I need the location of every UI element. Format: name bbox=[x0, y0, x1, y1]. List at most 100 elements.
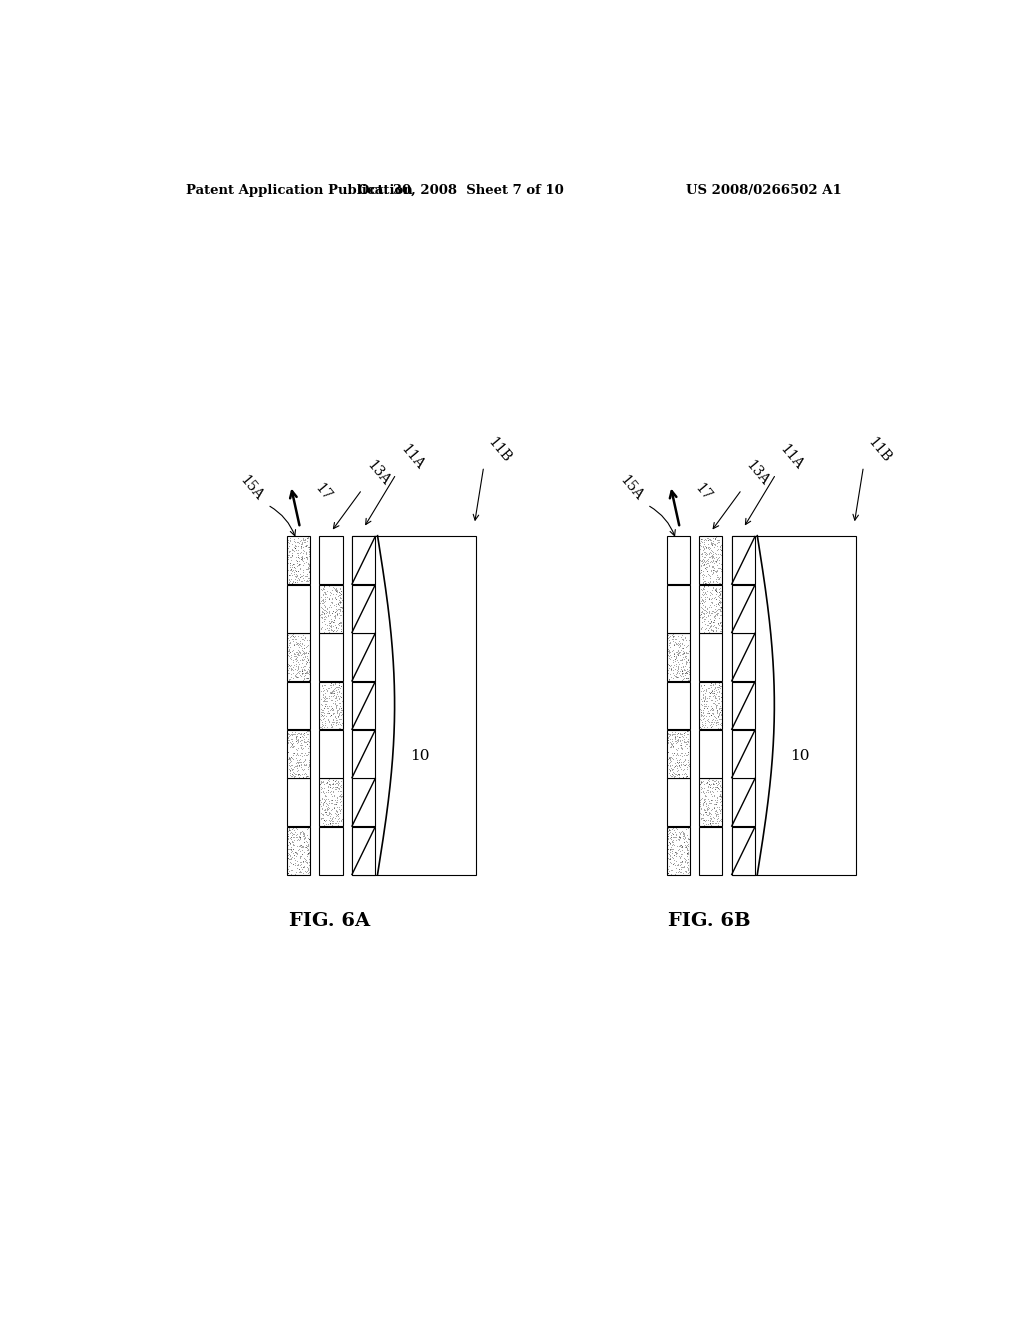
Point bbox=[695, 708, 712, 729]
Point bbox=[703, 593, 720, 614]
Point bbox=[670, 730, 686, 751]
Point bbox=[705, 685, 721, 706]
Point bbox=[295, 554, 311, 576]
Point bbox=[282, 725, 298, 746]
Point bbox=[315, 791, 332, 812]
Point bbox=[322, 813, 338, 834]
Point bbox=[299, 721, 315, 742]
Point bbox=[692, 560, 709, 581]
Point bbox=[674, 746, 690, 767]
Point bbox=[294, 660, 310, 681]
Point bbox=[659, 858, 676, 879]
Point bbox=[285, 723, 301, 744]
Point bbox=[330, 775, 346, 796]
Point bbox=[678, 744, 694, 766]
Point bbox=[299, 659, 315, 680]
Point bbox=[668, 829, 684, 850]
Point bbox=[328, 694, 344, 715]
Point bbox=[298, 663, 314, 684]
Point bbox=[669, 739, 685, 760]
Point bbox=[301, 556, 317, 577]
Point bbox=[693, 799, 710, 820]
Point bbox=[297, 565, 313, 586]
Point bbox=[323, 810, 339, 832]
Point bbox=[696, 789, 713, 810]
Point bbox=[713, 784, 729, 805]
Point bbox=[285, 572, 301, 593]
Point bbox=[317, 788, 334, 809]
Point bbox=[294, 850, 310, 871]
Point bbox=[701, 807, 718, 828]
Point bbox=[707, 708, 723, 729]
Point bbox=[665, 663, 681, 684]
Point bbox=[659, 834, 676, 855]
Point bbox=[316, 785, 333, 807]
Text: FIG. 6B: FIG. 6B bbox=[668, 912, 751, 929]
Point bbox=[284, 763, 300, 784]
Point bbox=[321, 602, 337, 623]
Point bbox=[696, 675, 713, 696]
Point bbox=[321, 804, 337, 825]
Point bbox=[317, 607, 334, 628]
Point bbox=[672, 756, 688, 777]
Point bbox=[705, 813, 721, 834]
Point bbox=[674, 634, 690, 655]
Point bbox=[673, 751, 689, 772]
Point bbox=[679, 834, 695, 855]
Point bbox=[701, 529, 718, 550]
Point bbox=[710, 777, 726, 799]
Point bbox=[696, 599, 713, 620]
Point bbox=[679, 661, 695, 682]
Point bbox=[288, 566, 304, 587]
Point bbox=[322, 582, 338, 603]
Point bbox=[678, 836, 694, 857]
Point bbox=[673, 857, 689, 878]
Point bbox=[331, 777, 347, 799]
Point bbox=[699, 789, 716, 810]
Point bbox=[660, 747, 677, 768]
Point bbox=[284, 754, 300, 775]
Point bbox=[670, 862, 686, 883]
Point bbox=[660, 640, 677, 661]
Point bbox=[282, 834, 298, 855]
Point bbox=[707, 533, 723, 554]
Point bbox=[288, 560, 304, 581]
Point bbox=[300, 743, 316, 764]
Point bbox=[675, 723, 691, 744]
Point bbox=[698, 549, 715, 570]
Point bbox=[331, 693, 347, 714]
Point bbox=[665, 838, 681, 859]
Point bbox=[331, 581, 347, 602]
Point bbox=[318, 702, 335, 723]
Point bbox=[297, 755, 313, 776]
Point bbox=[695, 595, 712, 616]
Point bbox=[293, 857, 309, 878]
Point bbox=[290, 652, 306, 673]
Point bbox=[681, 829, 697, 850]
Point bbox=[699, 813, 716, 834]
Point bbox=[693, 545, 710, 566]
Point bbox=[673, 737, 689, 758]
Point bbox=[316, 774, 333, 795]
Point bbox=[672, 834, 688, 855]
Point bbox=[711, 578, 727, 599]
Point bbox=[666, 635, 682, 656]
Point bbox=[313, 700, 330, 721]
Point bbox=[287, 665, 303, 686]
Point bbox=[671, 836, 687, 857]
Point bbox=[712, 591, 728, 612]
Point bbox=[322, 595, 338, 616]
Point bbox=[680, 751, 696, 772]
Point bbox=[662, 642, 678, 663]
Point bbox=[323, 804, 339, 825]
Point bbox=[319, 598, 336, 619]
Point bbox=[288, 729, 304, 750]
Point bbox=[294, 660, 310, 681]
Point bbox=[299, 838, 315, 859]
Point bbox=[331, 711, 347, 733]
Point bbox=[697, 545, 714, 566]
Point bbox=[333, 810, 349, 832]
Point bbox=[318, 581, 335, 602]
Point bbox=[313, 804, 330, 825]
Point bbox=[329, 701, 345, 722]
